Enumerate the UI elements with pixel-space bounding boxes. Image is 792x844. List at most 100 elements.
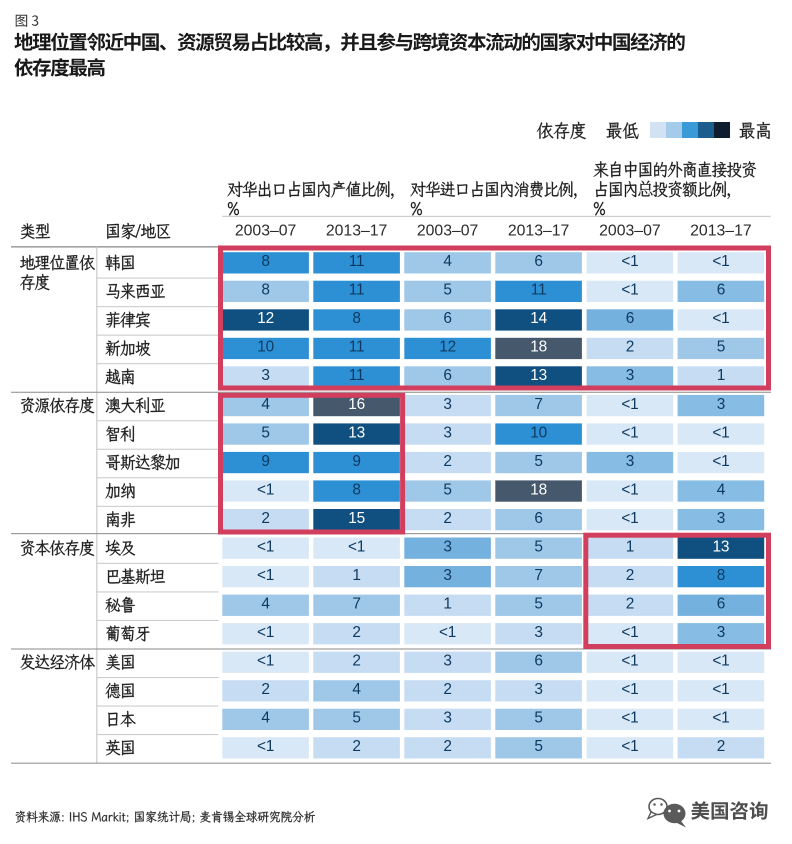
- svg-text:2: 2: [443, 510, 451, 527]
- svg-text:<1: <1: [257, 538, 274, 555]
- svg-text:<1: <1: [712, 653, 729, 670]
- svg-text:2: 2: [261, 510, 269, 527]
- svg-text:3: 3: [443, 396, 451, 413]
- svg-text:4: 4: [352, 681, 361, 698]
- svg-text:18: 18: [530, 481, 547, 498]
- svg-text:12: 12: [257, 310, 274, 327]
- svg-text:2: 2: [443, 681, 451, 698]
- svg-text:5: 5: [443, 282, 451, 299]
- svg-text:5: 5: [443, 481, 451, 498]
- svg-text:<1: <1: [257, 653, 274, 670]
- svg-text:9: 9: [261, 453, 269, 470]
- svg-text:<1: <1: [712, 310, 729, 327]
- svg-text:2: 2: [352, 624, 360, 641]
- svg-text:8: 8: [352, 310, 360, 327]
- svg-text:5: 5: [261, 424, 269, 441]
- svg-text:13: 13: [348, 424, 365, 441]
- svg-text:3: 3: [443, 424, 451, 441]
- svg-text:<1: <1: [712, 453, 729, 470]
- svg-text:5: 5: [534, 453, 542, 470]
- svg-text:<1: <1: [257, 738, 274, 755]
- svg-text:2: 2: [626, 596, 634, 613]
- svg-text:1: 1: [443, 596, 451, 613]
- svg-text:5: 5: [534, 596, 542, 613]
- svg-text:18: 18: [530, 339, 547, 356]
- svg-text:<1: <1: [257, 481, 274, 498]
- svg-text:2: 2: [717, 738, 725, 755]
- svg-text:3: 3: [626, 367, 634, 384]
- svg-text:6: 6: [534, 653, 542, 670]
- svg-text:<1: <1: [712, 424, 729, 441]
- svg-text:10: 10: [530, 424, 547, 441]
- svg-text:2013–17: 2013–17: [508, 222, 570, 239]
- svg-text:11: 11: [349, 339, 365, 356]
- svg-text:2: 2: [261, 681, 269, 698]
- svg-text:3: 3: [534, 681, 542, 698]
- svg-text:6: 6: [534, 253, 542, 270]
- svg-text:4: 4: [717, 481, 726, 498]
- svg-text:4: 4: [261, 710, 270, 727]
- svg-text:<1: <1: [621, 253, 638, 270]
- svg-text:<1: <1: [712, 681, 729, 698]
- svg-text:<1: <1: [621, 710, 638, 727]
- svg-text:3: 3: [261, 367, 269, 384]
- svg-text:3: 3: [717, 396, 725, 413]
- svg-text:2: 2: [352, 738, 360, 755]
- svg-text:2013–17: 2013–17: [326, 222, 388, 239]
- svg-text:<1: <1: [439, 624, 456, 641]
- svg-text:5: 5: [352, 710, 360, 727]
- svg-text:5: 5: [534, 538, 542, 555]
- svg-text:<1: <1: [621, 396, 638, 413]
- svg-text:6: 6: [626, 310, 634, 327]
- svg-text:4: 4: [261, 396, 270, 413]
- svg-text:2: 2: [443, 738, 451, 755]
- svg-text:14: 14: [530, 310, 547, 327]
- svg-text:5: 5: [717, 339, 725, 356]
- svg-text:3: 3: [717, 510, 725, 527]
- svg-text:4: 4: [261, 596, 270, 613]
- svg-text:7: 7: [534, 396, 542, 413]
- svg-text:2: 2: [443, 453, 451, 470]
- svg-text:6: 6: [717, 596, 725, 613]
- svg-text:1: 1: [626, 538, 634, 555]
- svg-text:16: 16: [348, 396, 365, 413]
- svg-text:3: 3: [443, 653, 451, 670]
- svg-text:2003–07: 2003–07: [599, 222, 661, 239]
- svg-text:15: 15: [348, 510, 365, 527]
- svg-text:6: 6: [534, 510, 542, 527]
- svg-text:<1: <1: [257, 567, 274, 584]
- svg-text:3: 3: [626, 453, 634, 470]
- svg-text:2013–17: 2013–17: [690, 222, 752, 239]
- svg-text:7: 7: [534, 567, 542, 584]
- svg-text:4: 4: [443, 253, 452, 270]
- svg-text:1: 1: [717, 367, 725, 384]
- svg-text:8: 8: [717, 567, 725, 584]
- svg-text:8: 8: [352, 481, 360, 498]
- svg-text:11: 11: [349, 253, 365, 270]
- svg-text:6: 6: [443, 310, 451, 327]
- svg-text:8: 8: [261, 282, 269, 299]
- svg-text:2: 2: [626, 339, 634, 356]
- svg-text:10: 10: [257, 339, 274, 356]
- svg-text:3: 3: [717, 624, 725, 641]
- svg-text:9: 9: [352, 453, 360, 470]
- svg-text:3: 3: [443, 538, 451, 555]
- svg-text:11: 11: [349, 367, 365, 384]
- svg-text:<1: <1: [621, 424, 638, 441]
- svg-text:2003–07: 2003–07: [417, 222, 479, 239]
- svg-text:<1: <1: [348, 538, 365, 555]
- svg-text:<1: <1: [621, 510, 638, 527]
- svg-text:13: 13: [713, 538, 730, 555]
- svg-text:<1: <1: [621, 681, 638, 698]
- svg-text:5: 5: [534, 738, 542, 755]
- svg-text:<1: <1: [621, 624, 638, 641]
- svg-text:<1: <1: [712, 253, 729, 270]
- svg-text:6: 6: [443, 367, 451, 384]
- svg-text:2: 2: [352, 653, 360, 670]
- svg-text:1: 1: [352, 567, 360, 584]
- svg-text:3: 3: [443, 567, 451, 584]
- svg-text:<1: <1: [621, 282, 638, 299]
- svg-text:8: 8: [261, 253, 269, 270]
- svg-text:2: 2: [626, 567, 634, 584]
- svg-text:5: 5: [534, 710, 542, 727]
